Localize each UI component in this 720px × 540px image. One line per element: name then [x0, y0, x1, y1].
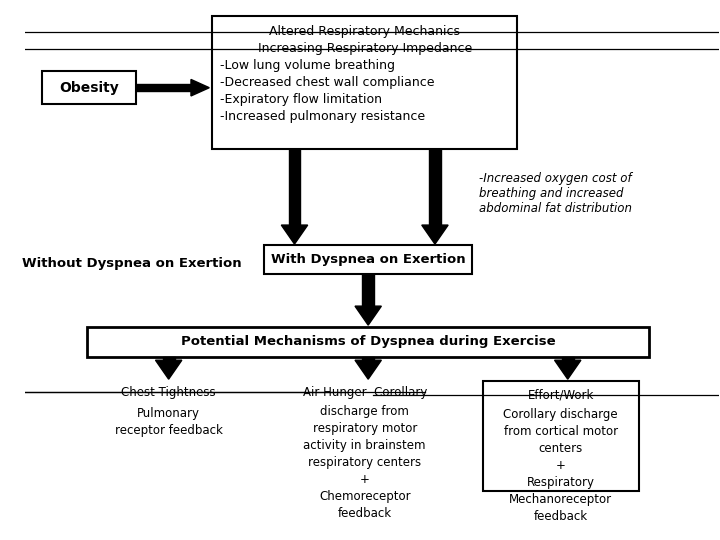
Polygon shape — [362, 356, 374, 360]
Text: Obesity: Obesity — [59, 80, 119, 94]
FancyBboxPatch shape — [264, 245, 472, 274]
Polygon shape — [429, 149, 441, 225]
Text: discharge from
respiratory motor
activity in brainstem
respiratory centers
+
Che: discharge from respiratory motor activit… — [303, 404, 426, 519]
Polygon shape — [362, 274, 374, 306]
Text: Without Dyspnea on Exertion: Without Dyspnea on Exertion — [22, 256, 242, 269]
Polygon shape — [355, 360, 382, 379]
Polygon shape — [289, 149, 300, 225]
Text: -Low lung volume breathing: -Low lung volume breathing — [220, 59, 395, 72]
Text: Increasing Respiratory Impedance: Increasing Respiratory Impedance — [258, 43, 472, 56]
Polygon shape — [282, 225, 307, 244]
Polygon shape — [136, 84, 191, 91]
Text: With Dyspnea on Exertion: With Dyspnea on Exertion — [271, 253, 466, 266]
Polygon shape — [422, 225, 448, 244]
Text: -Expiratory flow limitation: -Expiratory flow limitation — [220, 93, 382, 106]
Polygon shape — [156, 360, 182, 379]
Text: -Increased pulmonary resistance: -Increased pulmonary resistance — [220, 111, 426, 124]
Text: Pulmonary
receptor feedback: Pulmonary receptor feedback — [114, 407, 222, 437]
Polygon shape — [163, 356, 174, 360]
Polygon shape — [554, 360, 581, 379]
Text: Potential Mechanisms of Dyspnea during Exercise: Potential Mechanisms of Dyspnea during E… — [181, 335, 556, 348]
Text: Effort/Work: Effort/Work — [528, 389, 594, 402]
Polygon shape — [191, 79, 210, 96]
FancyBboxPatch shape — [212, 16, 518, 149]
Polygon shape — [562, 356, 574, 360]
Polygon shape — [355, 306, 382, 325]
Text: Chest Tightness: Chest Tightness — [122, 386, 216, 399]
Text: Air Hunger  Corollary: Air Hunger Corollary — [302, 386, 427, 399]
FancyBboxPatch shape — [42, 71, 136, 104]
Text: -Decreased chest wall compliance: -Decreased chest wall compliance — [220, 77, 435, 90]
Text: Corollary discharge
from cortical motor
centers
+
Respiratory
Mechanoreceptor
fe: Corollary discharge from cortical motor … — [503, 408, 618, 523]
FancyBboxPatch shape — [87, 327, 649, 356]
Text: Altered Respiratory Mechanics: Altered Respiratory Mechanics — [269, 25, 460, 38]
FancyBboxPatch shape — [482, 381, 639, 491]
Text: -Increased oxygen cost of
breathing and increased
abdominal fat distribution: -Increased oxygen cost of breathing and … — [480, 172, 632, 214]
